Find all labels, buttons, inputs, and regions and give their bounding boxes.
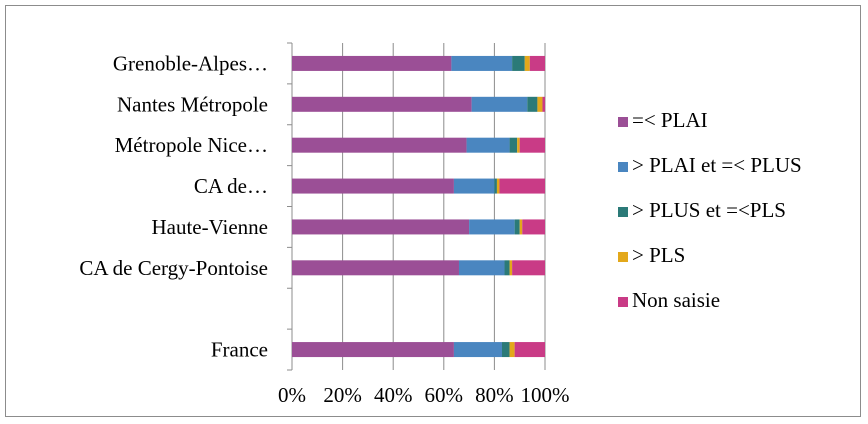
bar-segment xyxy=(529,55,545,71)
bar-segment xyxy=(292,96,472,112)
category-label: Haute-Vienne xyxy=(151,215,268,239)
bar-segment xyxy=(524,55,530,71)
x-tick-label: 0% xyxy=(278,383,306,407)
bars xyxy=(292,55,545,358)
axes xyxy=(287,42,293,371)
bar-segment xyxy=(292,219,470,235)
bar-segment xyxy=(504,260,510,276)
bar-segment xyxy=(292,342,454,358)
x-tick-label: 40% xyxy=(374,383,413,407)
x-tick-label: 100% xyxy=(521,383,570,407)
bar-segment xyxy=(496,178,500,194)
bar-segment xyxy=(514,342,545,358)
bar-segment xyxy=(292,260,459,276)
category-label: CA de Cergy-Pontoise xyxy=(79,256,268,280)
bar-segment xyxy=(499,178,545,194)
legend: =< PLAI > PLAI et =< PLUS > PLUS et =<PLS >… xyxy=(618,108,802,312)
legend-swatch xyxy=(618,252,628,262)
bar-segment xyxy=(537,96,543,112)
x-tick-labels: 0% 20% 40% 60% 80% 100% xyxy=(278,383,570,407)
category-label: Nantes Métropole xyxy=(117,92,268,116)
category-label: Grenoble-Alpes… xyxy=(113,51,268,75)
legend-label: > PLS xyxy=(632,243,685,267)
bar-segment xyxy=(509,137,518,153)
bar-segment xyxy=(519,137,545,153)
bar-segment xyxy=(458,260,505,276)
bar-segment xyxy=(451,55,513,71)
gridlines xyxy=(342,43,546,370)
bar-segment xyxy=(494,178,497,194)
bar-segment xyxy=(514,219,520,235)
bar-segment xyxy=(512,260,545,276)
bar-segment xyxy=(466,137,510,153)
bar-segment xyxy=(512,55,525,71)
category-label: France xyxy=(211,338,268,362)
bar-segment xyxy=(509,342,515,358)
chart: Grenoble-Alpes… Nantes Métropole Métropole… xyxy=(79,42,802,407)
bar-segment xyxy=(292,55,452,71)
bar-segment xyxy=(542,96,545,112)
category-label: Métropole Nice… xyxy=(115,133,268,157)
category-label: CA de… xyxy=(194,174,268,198)
legend-swatch xyxy=(618,297,628,307)
bar-segment xyxy=(292,137,467,153)
bar-segment xyxy=(453,342,502,358)
legend-swatch xyxy=(618,207,628,217)
bar-segment xyxy=(453,178,495,194)
legend-label: =< PLAI xyxy=(632,108,708,132)
bar-segment xyxy=(509,260,513,276)
bar-segment xyxy=(292,178,454,194)
bar-segment xyxy=(501,342,510,358)
legend-swatch xyxy=(618,162,628,172)
bar-segment xyxy=(469,219,515,235)
x-tick-label: 20% xyxy=(323,383,362,407)
bar-segment xyxy=(517,137,520,153)
category-labels: Grenoble-Alpes… Nantes Métropole Métropole… xyxy=(79,51,268,361)
bar-segment xyxy=(522,219,545,235)
legend-label: > PLAI et =< PLUS xyxy=(632,153,802,177)
chart-frame: Grenoble-Alpes… Nantes Métropole Métropole… xyxy=(5,5,861,417)
bar-segment xyxy=(519,219,523,235)
x-tick-label: 60% xyxy=(425,383,464,407)
x-tick-label: 80% xyxy=(475,383,514,407)
bar-segment xyxy=(527,96,538,112)
bar-segment xyxy=(471,96,528,112)
legend-swatch xyxy=(618,117,628,127)
legend-label: > PLUS et =<PLS xyxy=(632,198,786,222)
legend-label: Non saisie xyxy=(632,288,720,312)
